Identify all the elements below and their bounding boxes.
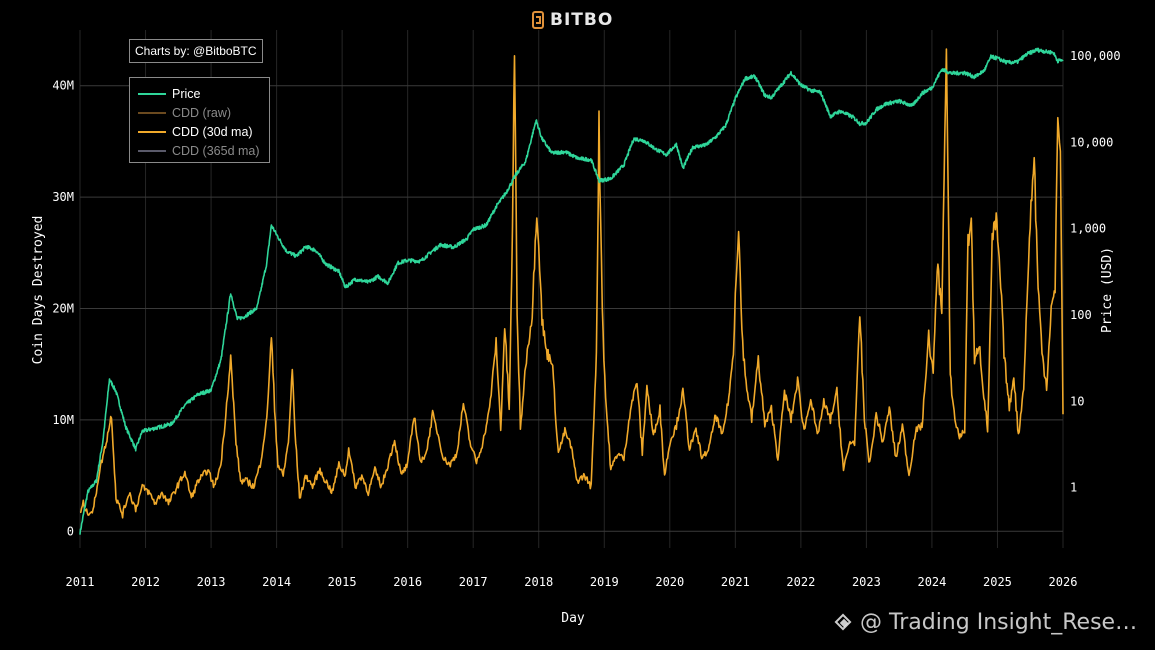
legend-item[interactable]: CDD (raw) [138, 103, 269, 122]
y-right-tick-label: 10 [1070, 394, 1084, 408]
legend-label: CDD (raw) [172, 105, 232, 120]
y-left-tick-label: 40M [52, 79, 74, 93]
x-tick-label: 2016 [393, 575, 422, 589]
x-tick-label: 2011 [66, 575, 95, 589]
y-right-tick-label: 1,000 [1070, 222, 1106, 236]
x-tick-label: 2013 [197, 575, 226, 589]
price-line [79, 47, 1064, 535]
y-right-tick-label: 100,000 [1070, 49, 1121, 63]
chart-credit: Charts by: @BitboBTC [129, 39, 263, 63]
y-right-tick-label: 1 [1070, 481, 1077, 495]
legend-item[interactable]: CDD (30d ma) [138, 122, 269, 141]
x-tick-label: 2019 [590, 575, 619, 589]
series-price [79, 47, 1064, 535]
bitbo-logo-icon [532, 11, 544, 29]
x-tick-label: 2017 [459, 575, 488, 589]
x-tick-label: 2026 [1049, 575, 1078, 589]
y-right-tick-label: 100 [1070, 308, 1092, 322]
watermark-text: @ Trading Insight_Rese… [860, 610, 1138, 635]
cdd-30d-ma-line [79, 48, 1064, 519]
x-tick-label: 2020 [655, 575, 684, 589]
y-axis-left-ticks: 0 10M 20M 30M 40M [52, 79, 74, 539]
x-tick-label: 2012 [131, 575, 160, 589]
x-tick-label: 2025 [983, 575, 1012, 589]
x-tick-label: 2023 [852, 575, 881, 589]
y-left-tick-label: 0 [67, 524, 74, 538]
x-axis-ticks: 2011 2012 2013 2014 2015 2016 2017 2018 2019 2020… [66, 575, 1078, 589]
y-left-tick-label: 30M [52, 190, 74, 204]
y-axis-right-label: Price (USD) [1100, 247, 1115, 333]
x-tick-label: 2024 [917, 575, 946, 589]
x-tick-label: 2018 [524, 575, 553, 589]
legend-swatch [138, 130, 166, 133]
legend-item[interactable]: Price [138, 84, 269, 103]
x-tick-label: 2022 [786, 575, 815, 589]
legend-swatch [138, 111, 166, 114]
y-axis-right-ticks: 1 10 100 1,000 10,000 100,000 [1070, 49, 1121, 495]
legend-swatch [138, 92, 166, 95]
x-tick-label: 2014 [262, 575, 291, 589]
x-axis-label: Day [561, 611, 585, 626]
chart-legend: Price CDD (raw) CDD (30d ma) CDD (365d ma) [129, 77, 270, 163]
y-right-tick-label: 10,000 [1070, 135, 1113, 149]
legend-swatch [138, 149, 166, 152]
y-left-tick-label: 10M [52, 413, 74, 427]
y-left-tick-label: 20M [52, 301, 74, 315]
bitbo-logo: BITBO [532, 10, 613, 30]
y-axis-left-label: Coin Days Destroyed [31, 216, 46, 365]
legend-label: Price [172, 86, 201, 101]
legend-label: CDD (30d ma) [172, 124, 253, 139]
legend-item[interactable]: CDD (365d ma) [138, 141, 269, 160]
grid-lines [79, 30, 1064, 548]
watermark: @ Trading Insight_Rese… [834, 610, 1137, 635]
legend-label: CDD (365d ma) [172, 143, 260, 158]
binance-icon [834, 613, 854, 633]
x-tick-label: 2021 [721, 575, 750, 589]
brand-name: BITBO [550, 10, 614, 30]
series-cdd-30d-ma [79, 48, 1064, 519]
x-tick-label: 2015 [328, 575, 357, 589]
